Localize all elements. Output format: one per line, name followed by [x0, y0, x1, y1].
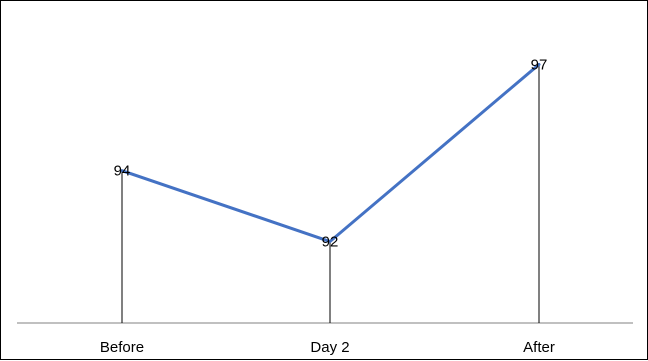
data-label-0: 94 — [114, 163, 131, 180]
x-tick-label-1: Day 2 — [310, 339, 349, 356]
x-tick-label-0: Before — [100, 339, 144, 356]
data-label-2: 97 — [531, 56, 548, 73]
x-tick-label-2: After — [523, 339, 555, 356]
series-line — [120, 62, 541, 244]
data-label-1: 92 — [322, 234, 339, 251]
